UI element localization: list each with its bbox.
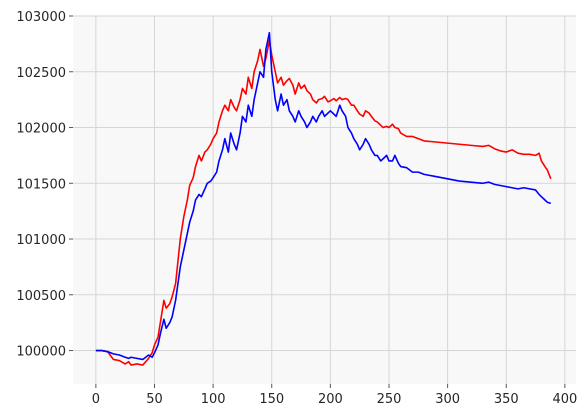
y-tick-label: 102000 (16, 122, 66, 137)
x-tick-label: 150 (259, 392, 284, 407)
x-tick-label: 400 (552, 392, 577, 407)
y-tick-label: 100500 (16, 289, 66, 304)
plot-area (73, 16, 576, 384)
y-tick-label: 101500 (16, 177, 66, 192)
x-tick-label: 50 (146, 392, 163, 407)
x-tick-label: 300 (435, 392, 460, 407)
x-tick-label: 100 (201, 392, 226, 407)
x-tick-label: 350 (494, 392, 519, 407)
y-tick-label: 102500 (16, 66, 66, 81)
x-tick-label: 0 (92, 392, 100, 407)
y-tick-label: 100000 (16, 345, 66, 360)
y-tick-label: 101000 (16, 233, 66, 248)
x-tick-label: 250 (377, 392, 402, 407)
y-tick-label: 103000 (16, 10, 66, 25)
x-tick-label: 200 (318, 392, 343, 407)
